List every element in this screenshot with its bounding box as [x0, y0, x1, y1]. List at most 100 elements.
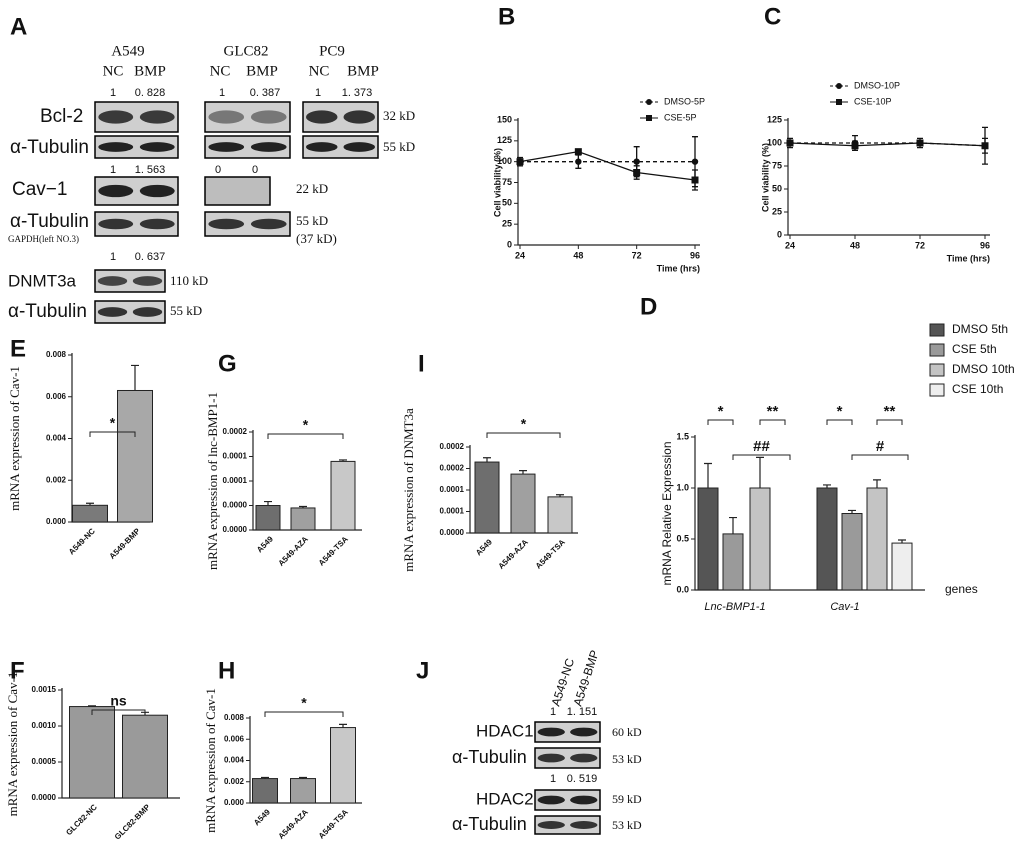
panel-letter: G	[218, 350, 237, 377]
band	[343, 110, 375, 124]
condition: NC	[309, 63, 330, 79]
significance: **	[767, 403, 779, 420]
error-bar	[88, 705, 96, 707]
size: 110 kD	[170, 273, 208, 288]
legend-swatch	[929, 363, 945, 377]
ratio: 0. 387	[250, 87, 281, 99]
row-label: α-Tubulin	[10, 211, 89, 232]
band	[250, 142, 287, 152]
blot	[94, 135, 179, 159]
y-tick-label: 0.008	[46, 350, 67, 359]
line	[789, 142, 986, 147]
legend-label: DMSO 10th	[952, 362, 1015, 376]
size: 55 kD	[170, 303, 202, 318]
x-tick-label: GLC82-BMP	[113, 802, 153, 842]
x-tick-label: A549-BMP	[108, 526, 143, 561]
ratio: 1	[219, 87, 225, 99]
size: 59 kD	[612, 792, 642, 806]
blot	[302, 135, 379, 159]
blot	[94, 269, 166, 293]
band	[570, 753, 598, 763]
bar	[290, 507, 316, 531]
legend-label: CSE-10P	[854, 96, 892, 106]
bar	[891, 542, 913, 591]
significance: *	[110, 415, 116, 431]
ratio: 1. 373	[342, 87, 373, 99]
x-tick-label: A549	[255, 534, 275, 554]
error-bar	[704, 462, 712, 488]
y-tick-label: 0.000	[224, 798, 245, 807]
band	[537, 795, 565, 805]
panel-letter: I	[418, 350, 425, 377]
marker	[574, 148, 582, 156]
blot	[534, 815, 601, 835]
bracket	[759, 419, 786, 425]
bracket	[264, 711, 344, 717]
panel-letter: J	[416, 657, 429, 684]
band	[98, 218, 134, 230]
bar	[330, 460, 356, 531]
legend-swatch	[929, 323, 945, 337]
ratio: 1. 563	[135, 164, 166, 176]
x-tick-label: GLC82-NC	[64, 802, 99, 837]
y-tick-label: 25	[502, 219, 512, 229]
legend-label: CSE 5th	[952, 342, 997, 356]
row-label: α-Tubulin	[10, 137, 89, 158]
bracket	[91, 709, 146, 715]
band	[537, 753, 565, 763]
y-tick-label: 0.002	[224, 777, 245, 786]
panel-letter: D	[640, 293, 657, 320]
band	[570, 795, 598, 805]
panel-letter: H	[218, 657, 235, 684]
y-tick-label: 0.0	[676, 584, 689, 594]
significance: ns	[110, 693, 127, 709]
row-label: Cav−1	[12, 179, 67, 200]
bar	[474, 461, 500, 534]
error-bar	[848, 509, 856, 514]
y-tick-label: 0.002	[46, 475, 67, 484]
row-label: α-Tubulin	[452, 747, 527, 767]
bar	[547, 496, 573, 534]
x-tick-label: 48	[573, 250, 583, 260]
x-tick-label: 72	[915, 240, 925, 250]
bracket	[876, 419, 903, 425]
blot	[534, 721, 601, 743]
y-tick-label: 1.0	[676, 482, 689, 492]
x-axis-label: Time (hrs)	[947, 253, 990, 263]
marker	[633, 169, 641, 176]
y-tick-label: 0.000	[46, 517, 67, 526]
bar	[841, 513, 863, 591]
panel-letter: A	[10, 13, 27, 40]
marker	[786, 139, 794, 147]
y-tick-label: 50	[502, 198, 512, 208]
y-axis-label: mRNA expression of DNMT3a	[401, 408, 416, 572]
band	[208, 110, 245, 124]
size: 22 kD	[296, 181, 328, 196]
band	[132, 307, 163, 317]
marker	[981, 142, 989, 150]
band	[306, 110, 338, 124]
note: GAPDH(left NO.3)	[8, 234, 79, 244]
y-tick-label: 100	[767, 137, 782, 147]
legend-label: DMSO-5P	[664, 96, 705, 106]
ratio: 1	[315, 87, 321, 99]
blot	[534, 789, 601, 811]
y-axis-label: mRNA Relative Expression	[660, 441, 674, 585]
y-tick-label: 1.5	[676, 431, 689, 441]
y-tick-label: 25	[772, 206, 782, 216]
x-tick-label: A549-TSA	[317, 534, 350, 567]
condition: BMP	[134, 63, 166, 79]
bar	[255, 505, 281, 531]
row-label: Bcl-2	[40, 106, 83, 127]
blot	[94, 300, 166, 324]
band	[132, 276, 163, 286]
y-axis-label: mRNA expression of lnc-BMP1-1	[205, 392, 220, 570]
band	[139, 110, 175, 124]
error-bar	[86, 502, 94, 506]
y-tick-label: 0.0000	[440, 528, 465, 537]
y-tick-label: 50	[772, 183, 782, 193]
y-tick-label: 0.0002	[440, 464, 465, 473]
y-tick-label: 125	[767, 114, 782, 124]
band	[98, 110, 134, 124]
x-tick-label: 24	[515, 250, 525, 260]
